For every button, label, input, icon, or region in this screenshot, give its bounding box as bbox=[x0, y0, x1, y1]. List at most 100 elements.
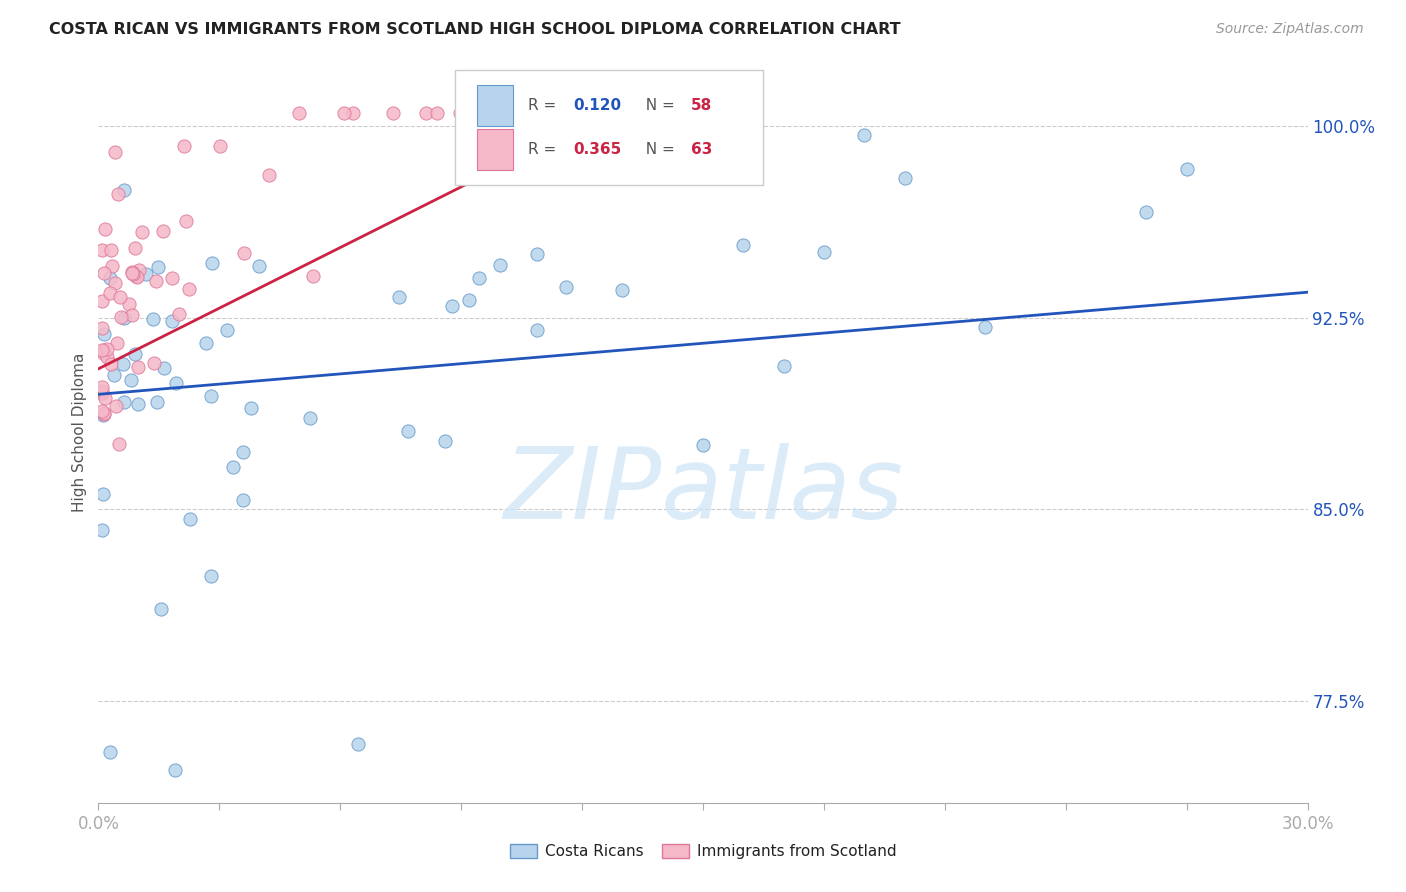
Point bbox=[145, 274, 167, 288]
Point bbox=[222, 459, 245, 474]
Point bbox=[98, 745, 121, 759]
Point bbox=[259, 169, 281, 183]
Point bbox=[772, 359, 794, 373]
Point bbox=[232, 492, 254, 507]
Point bbox=[112, 182, 135, 196]
Point bbox=[104, 276, 127, 290]
Point bbox=[93, 326, 115, 341]
Point bbox=[547, 106, 569, 120]
Point bbox=[93, 407, 115, 421]
Point bbox=[91, 320, 114, 334]
Point bbox=[449, 106, 471, 120]
Point bbox=[974, 320, 997, 334]
Point bbox=[93, 391, 115, 405]
Point bbox=[1175, 161, 1198, 176]
Point bbox=[91, 385, 114, 400]
Point bbox=[333, 106, 356, 120]
Point bbox=[167, 307, 190, 321]
Point bbox=[91, 385, 114, 400]
Point bbox=[457, 293, 479, 307]
Text: COSTA RICAN VS IMMIGRANTS FROM SCOTLAND HIGH SCHOOL DIPLOMA CORRELATION CHART: COSTA RICAN VS IMMIGRANTS FROM SCOTLAND … bbox=[49, 22, 901, 37]
Point bbox=[120, 373, 142, 387]
Point bbox=[200, 569, 222, 583]
Point bbox=[893, 170, 915, 185]
Point bbox=[104, 145, 127, 160]
Legend: Costa Ricans, Immigrants from Scotland: Costa Ricans, Immigrants from Scotland bbox=[503, 838, 903, 865]
Point bbox=[127, 397, 149, 411]
Point bbox=[440, 299, 463, 313]
Point bbox=[93, 346, 115, 360]
Point bbox=[209, 138, 232, 153]
Point bbox=[135, 267, 157, 281]
Point bbox=[100, 243, 122, 257]
Point bbox=[149, 602, 172, 616]
Point bbox=[526, 323, 548, 337]
Point bbox=[121, 266, 143, 280]
Point bbox=[467, 270, 489, 285]
Point bbox=[733, 238, 755, 252]
Point bbox=[96, 342, 118, 356]
Point bbox=[555, 280, 578, 294]
Point bbox=[122, 268, 145, 282]
Point bbox=[547, 106, 569, 120]
Point bbox=[247, 260, 270, 274]
Point bbox=[91, 384, 114, 398]
Text: 0.365: 0.365 bbox=[574, 142, 621, 157]
Point bbox=[91, 343, 114, 358]
Point bbox=[177, 282, 200, 296]
Point bbox=[148, 260, 170, 274]
Point bbox=[131, 225, 153, 239]
Point bbox=[96, 350, 118, 364]
Point bbox=[342, 106, 364, 120]
Point bbox=[142, 311, 165, 326]
Point bbox=[108, 291, 131, 305]
Text: N =: N = bbox=[637, 98, 681, 112]
Point bbox=[232, 445, 254, 459]
Point bbox=[107, 186, 129, 201]
Text: R =: R = bbox=[527, 98, 561, 112]
Point bbox=[91, 293, 114, 308]
Point bbox=[433, 434, 456, 448]
FancyBboxPatch shape bbox=[456, 70, 763, 185]
Point bbox=[101, 259, 124, 273]
Point bbox=[503, 128, 526, 142]
Point bbox=[179, 512, 201, 526]
Point bbox=[125, 269, 148, 284]
Point bbox=[118, 297, 141, 311]
Point bbox=[160, 314, 183, 328]
Point bbox=[457, 106, 479, 120]
Point bbox=[93, 406, 115, 420]
Text: Source: ZipAtlas.com: Source: ZipAtlas.com bbox=[1216, 22, 1364, 37]
Point bbox=[426, 106, 449, 120]
Point bbox=[174, 213, 197, 227]
Text: R =: R = bbox=[527, 142, 561, 157]
Point bbox=[612, 284, 634, 298]
Point bbox=[153, 361, 176, 376]
Point bbox=[98, 285, 121, 300]
Point bbox=[94, 221, 117, 235]
Point bbox=[201, 256, 224, 270]
Point bbox=[93, 265, 115, 279]
Point bbox=[396, 424, 419, 438]
Point bbox=[91, 380, 114, 394]
Point bbox=[91, 524, 114, 538]
Point bbox=[489, 258, 512, 272]
Text: 0.120: 0.120 bbox=[574, 98, 621, 112]
Point bbox=[91, 409, 114, 423]
Point bbox=[112, 311, 135, 326]
Point bbox=[100, 357, 122, 371]
Point bbox=[98, 271, 121, 285]
Text: ZIPatlas: ZIPatlas bbox=[503, 443, 903, 541]
Point bbox=[111, 357, 134, 371]
Point bbox=[415, 106, 437, 120]
Point bbox=[388, 290, 411, 304]
Point bbox=[298, 410, 321, 425]
Point bbox=[112, 394, 135, 409]
Point bbox=[124, 347, 146, 361]
Point bbox=[215, 323, 238, 337]
Point bbox=[152, 224, 174, 238]
Text: 58: 58 bbox=[690, 98, 713, 112]
Point bbox=[124, 241, 146, 255]
Point bbox=[104, 399, 127, 413]
Point bbox=[853, 128, 876, 142]
